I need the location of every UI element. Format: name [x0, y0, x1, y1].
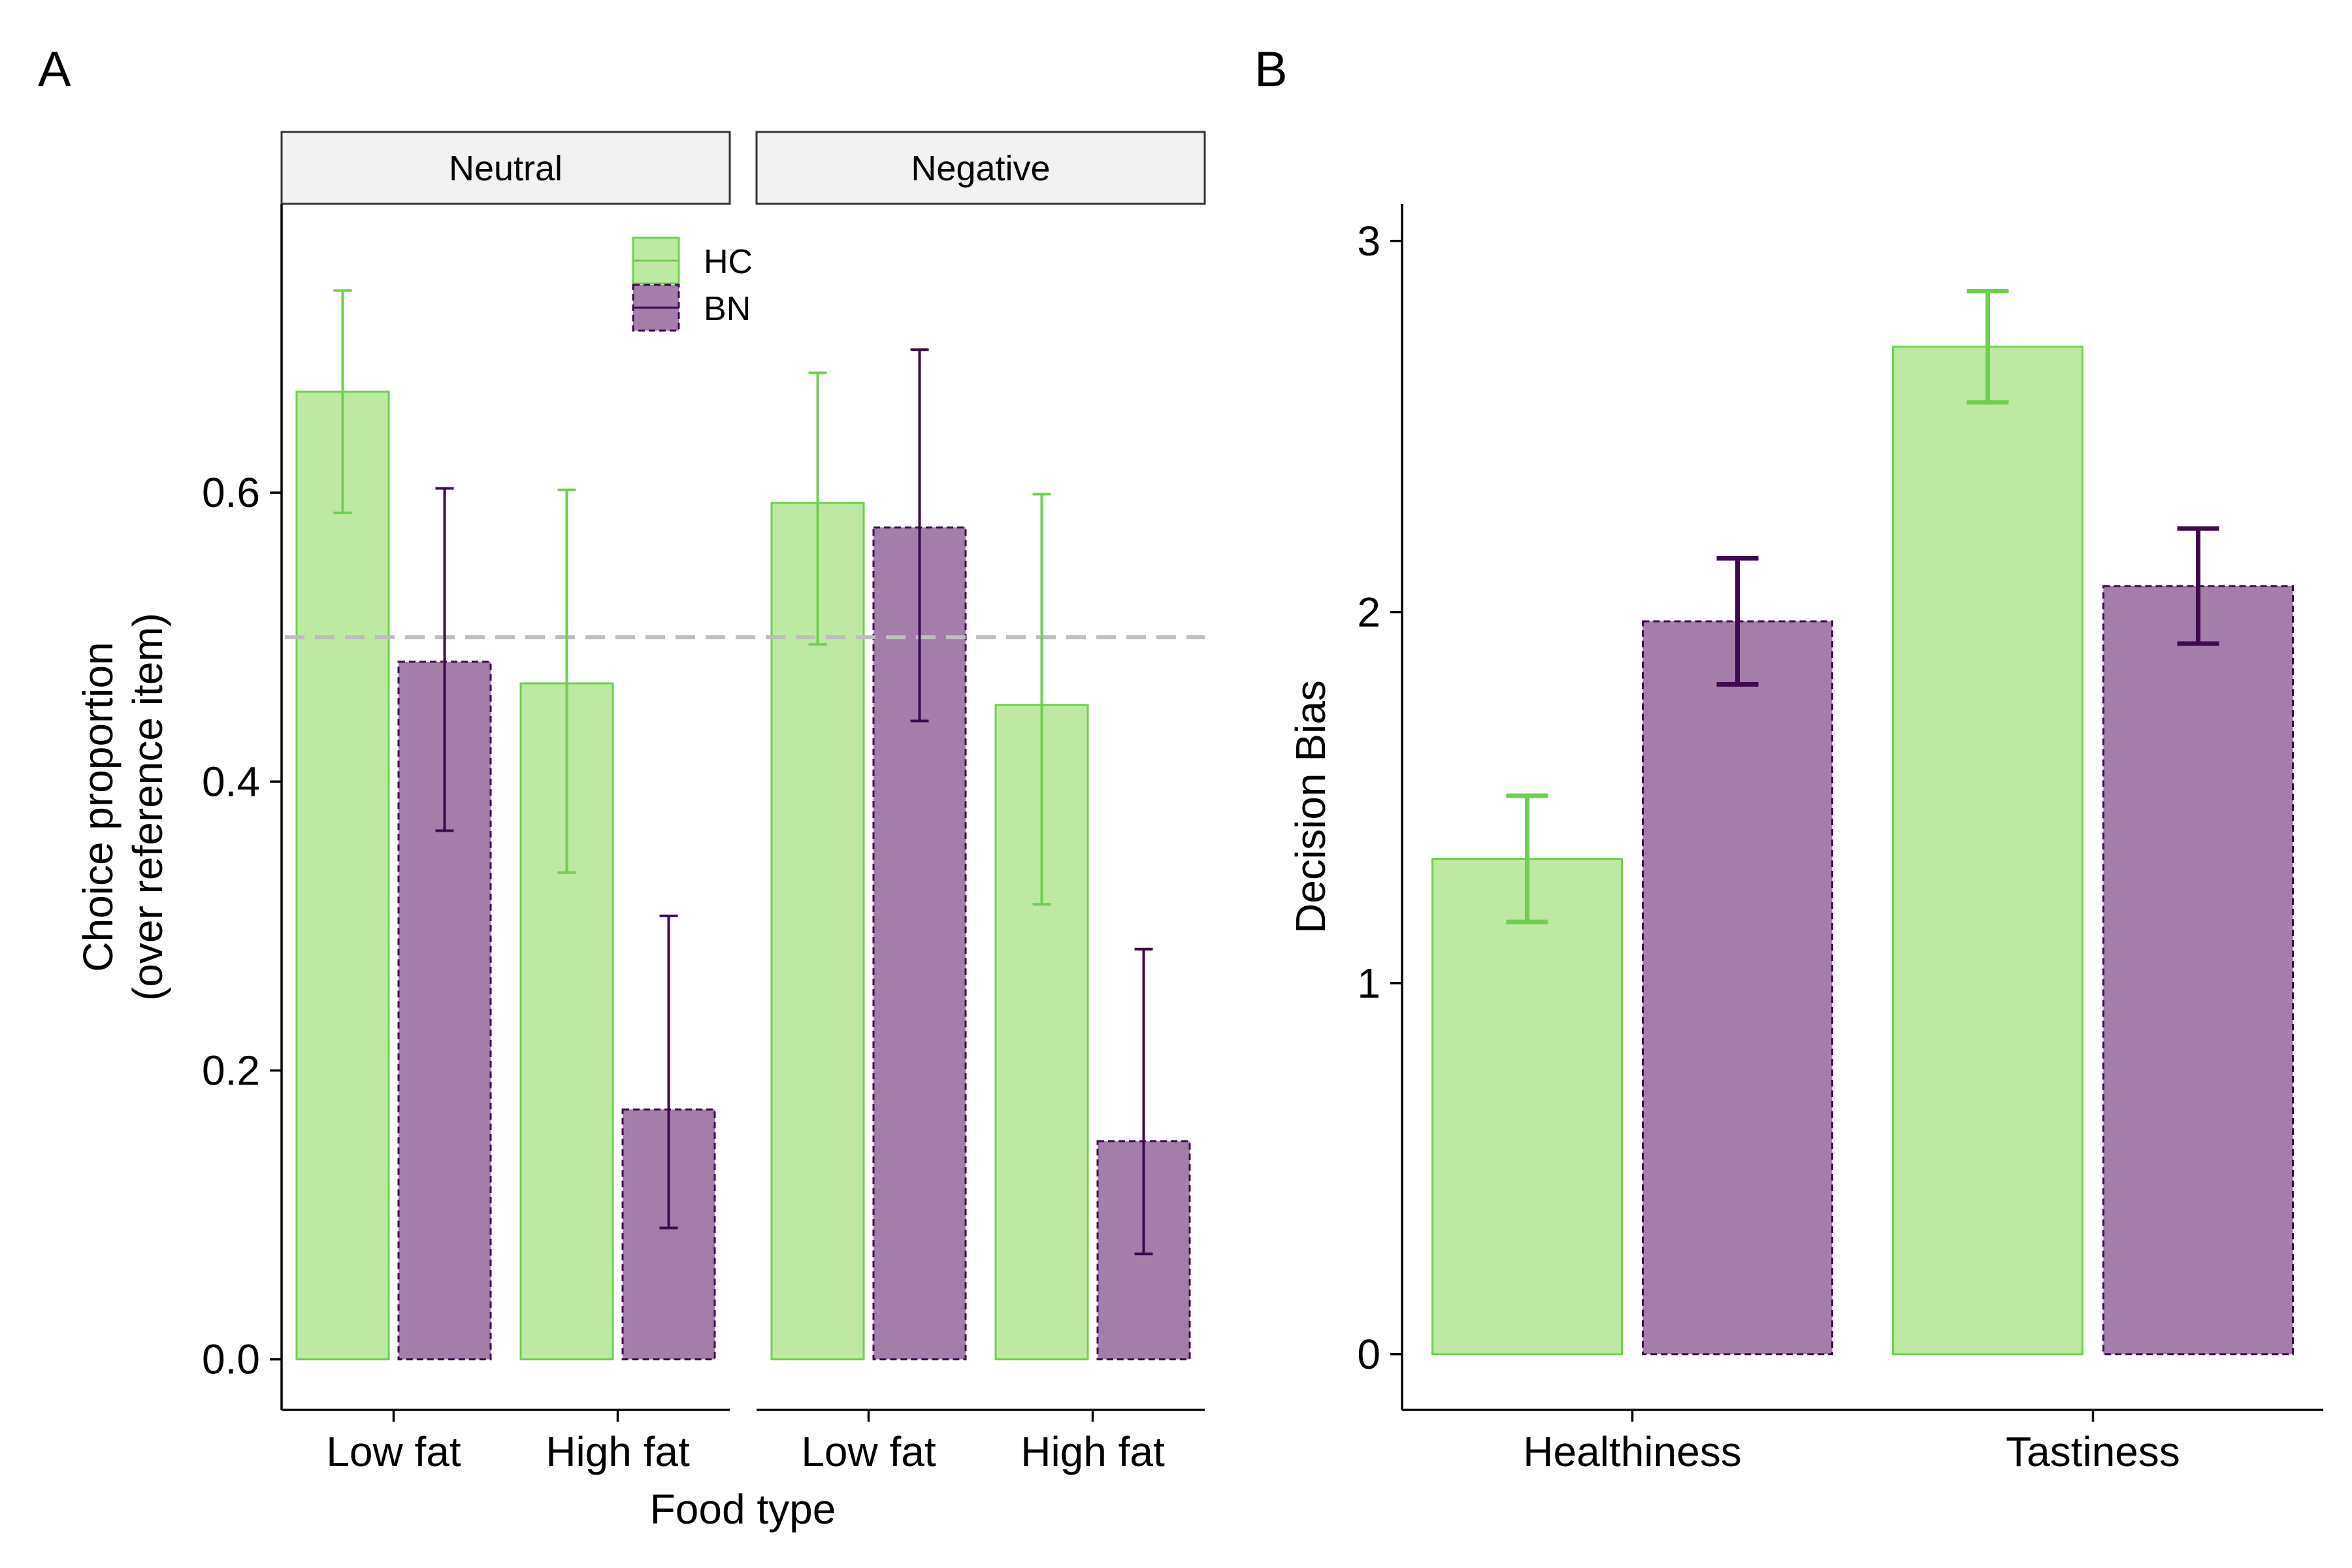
error-bar-b-bn — [2177, 526, 2219, 646]
panel-a-error-bars — [333, 289, 1153, 1256]
facet-label-negative: Negative — [911, 149, 1050, 188]
x-tick-label: Low fat — [326, 1428, 461, 1475]
panel-a-y-ticks: 0.0 0.2 0.4 0.6 — [202, 469, 282, 1383]
y-axis-title-b: Decision Bias — [1287, 680, 1334, 934]
error-bar-b-bn — [1716, 555, 1759, 687]
y-tick-label: 0.2 — [202, 1047, 260, 1094]
bar-hc — [295, 390, 390, 1361]
x-tick-label: High fat — [1021, 1428, 1165, 1475]
bar-b-hc — [1431, 858, 1623, 1356]
error-bar-bn — [659, 914, 678, 1230]
facet-strip-neutral — [280, 131, 731, 205]
facet-label-neutral: Neutral — [449, 149, 563, 188]
error-bar-hc — [808, 371, 827, 646]
error-bar-b-hc — [1967, 288, 2009, 405]
panel-b-y-ticks: 0 1 2 3 — [1357, 218, 1402, 1378]
error-bar-bn — [910, 348, 929, 723]
panel-a: Neutral Negative 0.0 0.2 0.4 0.6 Low fat Hig… — [74, 131, 1206, 1533]
legend-label-hc: HC — [704, 243, 753, 281]
panel-label-b: B — [1254, 42, 1288, 97]
y-tick-label: 0.6 — [202, 469, 260, 516]
panel-label-a: A — [38, 42, 71, 97]
y-axis-title-line1: Choice proportion — [74, 642, 122, 972]
y-tick-label-b: 0 — [1357, 1331, 1380, 1378]
x-axis-title: Food type — [650, 1486, 836, 1533]
facet-strip-negative — [755, 131, 1206, 205]
error-bar-hc — [333, 289, 352, 515]
error-bar-bn — [1134, 947, 1153, 1256]
error-bar-hc — [1032, 493, 1051, 906]
error-bar-hc — [557, 488, 576, 874]
bar-b-hc — [1892, 346, 2083, 1356]
legend-label-bn: BN — [704, 290, 751, 328]
bar-b-bn — [2102, 585, 2294, 1356]
y-tick-label: 0.4 — [202, 758, 260, 805]
bar-b-bn — [1642, 620, 1833, 1356]
error-bar-bn — [435, 487, 454, 832]
panel-a-x-ticks: Low fat High fat Low fat High fat — [326, 1410, 1165, 1475]
panel-b-x-ticks: Healthiness Tastiness — [1523, 1410, 2180, 1475]
y-tick-label-b: 1 — [1357, 960, 1380, 1007]
error-bar-b-hc — [1506, 793, 1548, 924]
x-tick-label-b: Tastiness — [2006, 1428, 2180, 1475]
panel-a-bars — [295, 390, 1191, 1361]
x-tick-label: Low fat — [801, 1428, 936, 1475]
panel-b-bars — [1431, 346, 2294, 1356]
y-tick-label-b: 3 — [1357, 218, 1380, 265]
x-tick-label-b: Healthiness — [1523, 1428, 1741, 1475]
y-tick-label-b: 2 — [1357, 589, 1380, 636]
y-axis-title-line2: (over reference item) — [124, 613, 171, 1001]
y-tick-label: 0.0 — [202, 1336, 260, 1383]
x-tick-label: High fat — [546, 1428, 690, 1475]
panel-b-error-bars — [1506, 288, 2219, 924]
panel-b: 0 1 2 3 Healthiness Tastiness Decision Bias — [1287, 204, 2323, 1475]
legend: HC BN — [632, 237, 753, 332]
